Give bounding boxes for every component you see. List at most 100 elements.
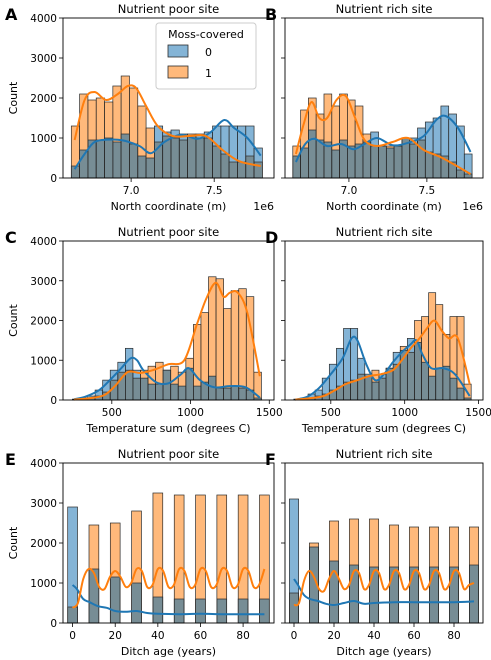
bar-upper-1 (409, 527, 419, 567)
bar-upper-1 (71, 126, 80, 166)
bar-overlap (110, 380, 118, 400)
bar-overlap (440, 156, 449, 178)
bar-overlap (355, 144, 363, 178)
bar-upper-1 (110, 523, 121, 577)
bar-upper-1 (193, 324, 201, 387)
bar-overlap (259, 599, 270, 623)
bar-overlap (371, 382, 379, 400)
panel-letter: F (265, 450, 276, 469)
bar-overlap (389, 567, 399, 623)
bar-overlap (378, 378, 387, 400)
bar-upper-1 (131, 511, 142, 583)
bar-overlap (254, 162, 263, 178)
bar-overlap (456, 388, 465, 400)
bar-overlap (339, 140, 348, 178)
bar-upper-0 (464, 154, 473, 174)
x-axis-label: Temperature sum (degrees C) (301, 422, 466, 435)
bar-upper-1 (428, 292, 436, 377)
panel-letter: A (5, 5, 18, 24)
bar-overlap (125, 370, 133, 400)
bar-overlap (409, 567, 419, 623)
bar-upper-1 (185, 358, 194, 369)
bar-upper-1 (469, 527, 479, 565)
bar-overlap (292, 156, 301, 178)
bar-upper-1 (104, 102, 113, 138)
bar-upper-1 (331, 106, 340, 150)
bar-overlap (469, 565, 479, 623)
bar-overlap (347, 146, 356, 178)
bar-upper-0 (95, 390, 103, 397)
panel-e: 0 1000 2000 3000 4000 0 20 40 60 80 Nutrient poor … (5, 447, 275, 658)
bar-upper-1 (429, 527, 439, 567)
bar-overlap (329, 561, 339, 623)
x-axis-label: North coordinate (m) (326, 200, 442, 213)
bar-overlap (456, 170, 465, 178)
y-tick-label: 4000 (30, 236, 57, 248)
bar-upper-1 (223, 308, 232, 389)
bar-overlap (174, 599, 185, 623)
x-tick-label: 20 (327, 630, 340, 642)
bar-overlap (102, 392, 111, 400)
bar-overlap (238, 599, 248, 623)
panel-b: 7.0 7.5 Nutrient rich site North coordinate… (265, 2, 484, 213)
y-tick-label: 1000 (30, 578, 57, 590)
bar-upper-0 (204, 132, 213, 138)
bar-overlap (212, 146, 221, 178)
bar-overlap (433, 154, 441, 178)
bar-upper-1 (129, 88, 138, 144)
y-axis-label: Count (7, 81, 20, 114)
kde-line-0 (293, 578, 475, 607)
bar-overlap (350, 380, 358, 400)
legend-title: Moss-covered (168, 28, 244, 41)
bar-overlap (369, 567, 379, 623)
panel-f: 0 20 40 60 80 Nutrient rich site Ditch age (ye… (265, 447, 484, 658)
x-tick-label: 20 (109, 630, 122, 642)
bar-upper-0 (329, 364, 337, 391)
x-tick-label: 80 (447, 630, 460, 642)
bar-overlap (87, 140, 97, 178)
bar-upper-1 (253, 372, 262, 399)
x-axis-label: Temperature sum (degrees C) (85, 422, 250, 435)
bar-overlap (442, 366, 450, 400)
kde-line-0 (73, 356, 261, 401)
bar-overlap (362, 142, 371, 178)
bar-upper-0 (336, 348, 344, 387)
x-tick-label: 80 (236, 630, 249, 642)
panel-letter: D (265, 228, 278, 247)
bar-upper-0 (417, 128, 426, 140)
kde-line-0 (73, 118, 262, 170)
x-tick-label: 40 (367, 630, 380, 642)
bar-upper-1 (389, 525, 399, 567)
bar-overlap (67, 607, 78, 623)
bar-upper-1 (112, 86, 122, 142)
bar-overlap (323, 142, 332, 178)
bar-upper-1 (349, 519, 359, 565)
chart-title: Nutrient poor site (118, 2, 219, 16)
bar-upper-0 (456, 126, 465, 170)
bar-upper-1 (449, 316, 457, 379)
bar-upper-1 (200, 312, 209, 383)
bar-overlap (87, 398, 96, 400)
bar-upper-1 (137, 106, 147, 156)
y-tick-label: 3000 (30, 498, 57, 510)
panel-letter: C (5, 228, 17, 247)
bar-upper-1 (246, 296, 254, 391)
y-tick-label: 1000 (30, 133, 57, 145)
bar-upper-0 (229, 126, 238, 162)
kde-line-1 (295, 319, 471, 401)
bar-overlap (386, 368, 394, 400)
bar-overlap (132, 378, 141, 400)
x-tick-label: 7.5 (206, 185, 223, 197)
bar-overlap (170, 384, 179, 400)
bar-overlap (95, 396, 103, 400)
y-tick-label: 2000 (30, 93, 57, 105)
legend-label-1: 1 (205, 67, 212, 80)
bar-upper-0 (154, 126, 163, 142)
bar-overlap (449, 378, 457, 400)
bar-upper-1 (259, 495, 270, 599)
bar-overlap (200, 382, 209, 400)
bar-overlap (378, 146, 387, 178)
chart-title: Nutrient poor site (118, 225, 219, 239)
x-tick-label: 1500 (256, 407, 283, 419)
bar-overlap (162, 136, 171, 178)
